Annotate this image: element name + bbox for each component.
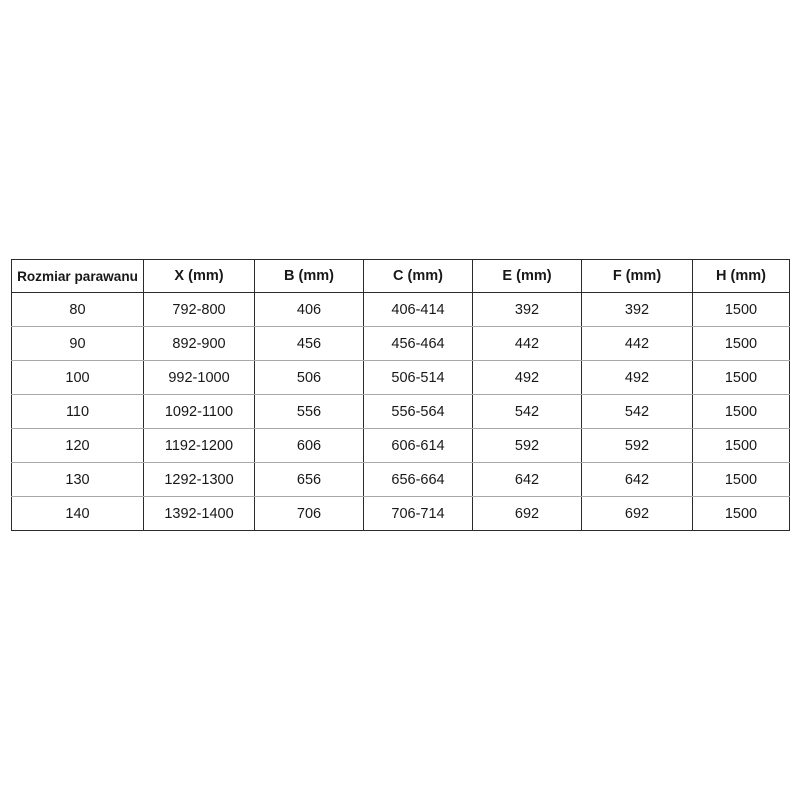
table-row: 80 792-800 406 406-414 392 392 1500: [11, 292, 790, 327]
column-header-e: E (mm): [472, 259, 582, 293]
cell-c: 506-514: [363, 360, 473, 395]
cell-e: 392: [472, 292, 582, 327]
spec-table-container: Rozmiar parawanu X (mm) B (mm) C (mm) E …: [11, 259, 790, 531]
cell-h: 1500: [692, 360, 790, 395]
cell-c: 406-414: [363, 292, 473, 327]
cell-f: 542: [581, 394, 693, 429]
cell-e: 442: [472, 326, 582, 361]
cell-e: 592: [472, 428, 582, 463]
cell-f: 442: [581, 326, 693, 361]
cell-f: 642: [581, 462, 693, 497]
column-header-size: Rozmiar parawanu: [11, 259, 144, 293]
column-header-f: F (mm): [581, 259, 693, 293]
cell-b: 656: [254, 462, 364, 497]
cell-h: 1500: [692, 394, 790, 429]
cell-size: 140: [11, 496, 144, 531]
cell-size: 90: [11, 326, 144, 361]
table-header-row: Rozmiar parawanu X (mm) B (mm) C (mm) E …: [11, 259, 790, 293]
column-header-h: H (mm): [692, 259, 790, 293]
table-row: 120 1192-1200 606 606-614 592 592 1500: [11, 428, 790, 463]
cell-h: 1500: [692, 496, 790, 531]
cell-x: 1392-1400: [143, 496, 255, 531]
cell-f: 392: [581, 292, 693, 327]
cell-f: 492: [581, 360, 693, 395]
cell-size: 130: [11, 462, 144, 497]
cell-b: 506: [254, 360, 364, 395]
column-header-x: X (mm): [143, 259, 255, 293]
cell-h: 1500: [692, 292, 790, 327]
cell-c: 456-464: [363, 326, 473, 361]
cell-h: 1500: [692, 326, 790, 361]
cell-e: 542: [472, 394, 582, 429]
cell-x: 1292-1300: [143, 462, 255, 497]
cell-f: 692: [581, 496, 693, 531]
cell-f: 592: [581, 428, 693, 463]
table-row: 140 1392-1400 706 706-714 692 692 1500: [11, 496, 790, 531]
cell-c: 556-564: [363, 394, 473, 429]
column-header-c: C (mm): [363, 259, 473, 293]
cell-c: 606-614: [363, 428, 473, 463]
cell-c: 656-664: [363, 462, 473, 497]
cell-e: 692: [472, 496, 582, 531]
cell-x: 1092-1100: [143, 394, 255, 429]
cell-e: 642: [472, 462, 582, 497]
table-body: 80 792-800 406 406-414 392 392 1500 90 8…: [11, 292, 790, 531]
cell-b: 606: [254, 428, 364, 463]
table-row: 90 892-900 456 456-464 442 442 1500: [11, 326, 790, 361]
cell-size: 80: [11, 292, 144, 327]
cell-size: 110: [11, 394, 144, 429]
cell-x: 992-1000: [143, 360, 255, 395]
cell-h: 1500: [692, 428, 790, 463]
cell-x: 892-900: [143, 326, 255, 361]
cell-h: 1500: [692, 462, 790, 497]
cell-x: 1192-1200: [143, 428, 255, 463]
screen-size-spec-table: Rozmiar parawanu X (mm) B (mm) C (mm) E …: [11, 259, 790, 531]
cell-b: 456: [254, 326, 364, 361]
cell-b: 706: [254, 496, 364, 531]
cell-b: 406: [254, 292, 364, 327]
cell-x: 792-800: [143, 292, 255, 327]
table-row: 110 1092-1100 556 556-564 542 542 1500: [11, 394, 790, 429]
table-row: 130 1292-1300 656 656-664 642 642 1500: [11, 462, 790, 497]
column-header-b: B (mm): [254, 259, 364, 293]
cell-b: 556: [254, 394, 364, 429]
cell-size: 100: [11, 360, 144, 395]
cell-size: 120: [11, 428, 144, 463]
table-header: Rozmiar parawanu X (mm) B (mm) C (mm) E …: [11, 259, 790, 293]
cell-c: 706-714: [363, 496, 473, 531]
cell-e: 492: [472, 360, 582, 395]
table-row: 100 992-1000 506 506-514 492 492 1500: [11, 360, 790, 395]
